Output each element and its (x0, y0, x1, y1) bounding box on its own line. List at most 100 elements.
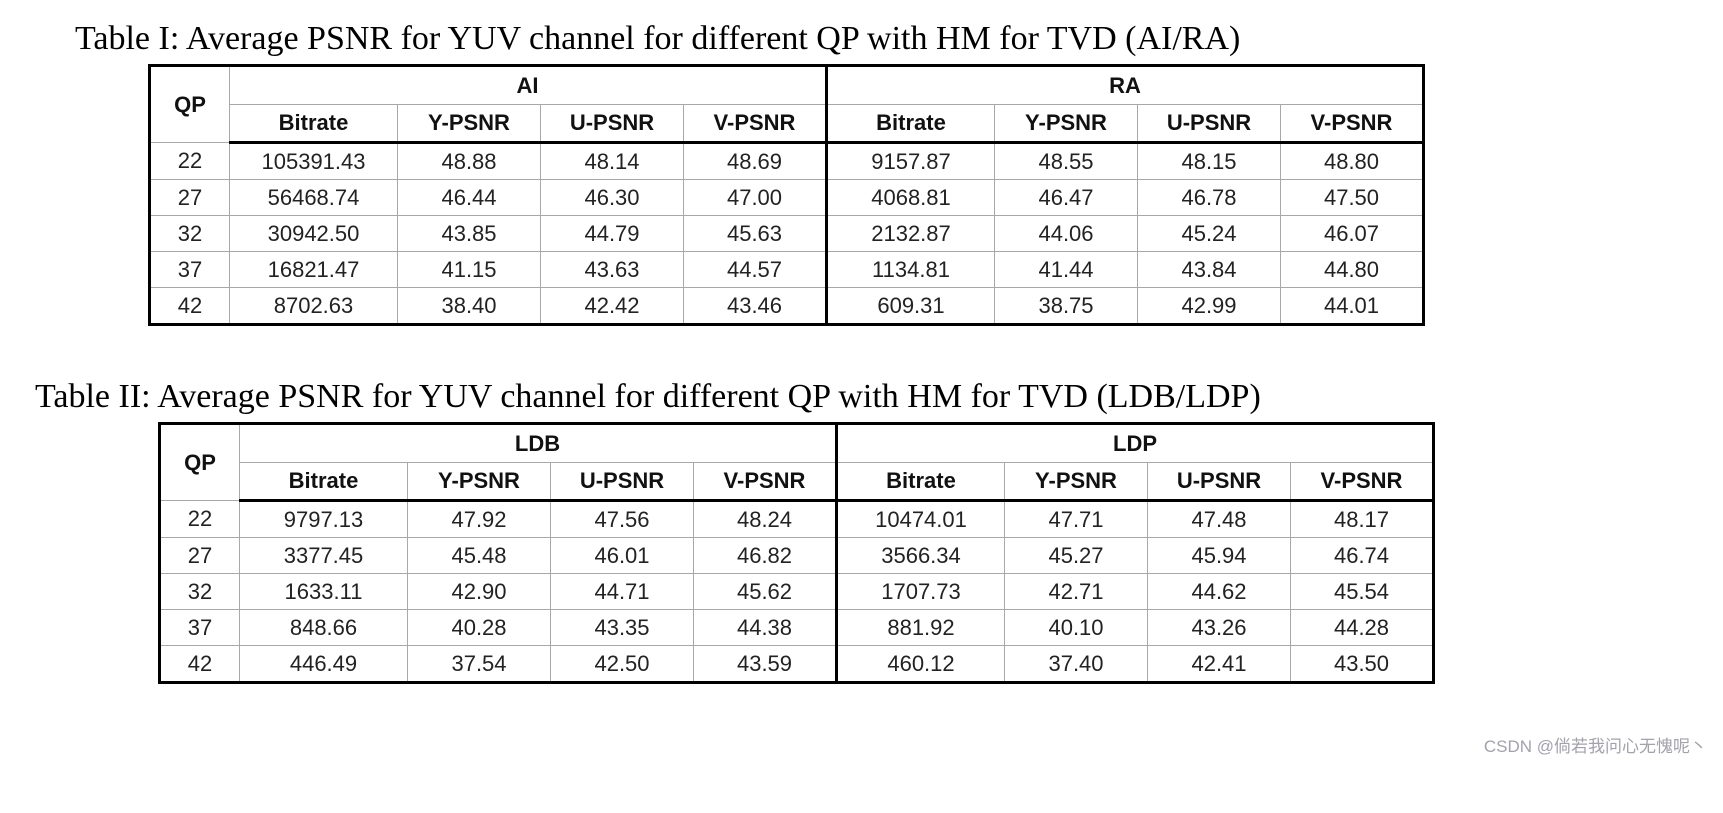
data-cell: 446.49 (239, 645, 408, 683)
data-cell: 44.38 (693, 609, 837, 646)
data-cell: 45.48 (407, 537, 551, 574)
data-cell: 44.57 (683, 251, 827, 288)
col-header-u-psnr: U-PSNR (1147, 462, 1291, 502)
table-row: 27 56468.74 46.44 46.30 47.00 4068.81 46.47 46.… (149, 179, 1424, 216)
data-cell: 45.27 (1004, 537, 1148, 574)
data-cell: 1707.73 (835, 573, 1005, 610)
data-cell: 48.88 (397, 142, 541, 180)
data-cell: 42.71 (1004, 573, 1148, 610)
group-header-ldp: LDP (835, 423, 1434, 463)
data-cell: 42.99 (1137, 287, 1281, 325)
data-cell: 38.75 (994, 287, 1138, 325)
group-header-row: QP LDB LDP (159, 423, 1434, 501)
table-i-title: Table I: Average PSNR for YUV channel fo… (75, 20, 1241, 57)
data-cell: 46.82 (693, 537, 837, 574)
data-cell: 43.84 (1137, 251, 1281, 288)
data-cell: 41.15 (397, 251, 541, 288)
data-cell: 47.56 (550, 500, 694, 538)
data-cell: 8702.63 (229, 287, 398, 325)
data-cell: 46.47 (994, 179, 1138, 216)
table-ii-section: Table II: Average PSNR for YUV channel f… (0, 378, 1723, 684)
data-cell: 42.90 (407, 573, 551, 610)
data-cell: 44.06 (994, 215, 1138, 252)
col-header-bitrate: Bitrate (239, 462, 408, 502)
col-header-y-psnr: Y-PSNR (1004, 462, 1148, 502)
col-header-y-psnr: Y-PSNR (994, 104, 1138, 144)
table-row: 32 1633.11 42.90 44.71 45.62 1707.73 42.71 44.6… (159, 573, 1434, 610)
data-cell: 42.50 (550, 645, 694, 683)
col-header-v-psnr: V-PSNR (683, 104, 827, 144)
data-cell: 46.30 (540, 179, 684, 216)
column-header-row: Bitrate Y-PSNR U-PSNR V-PSNR Bitrate Y-P… (160, 462, 1434, 502)
data-cell: 3377.45 (239, 537, 408, 574)
data-cell: 45.24 (1137, 215, 1281, 252)
table-row: 37 848.66 40.28 43.35 44.38 881.92 40.10 43.26 4… (159, 609, 1434, 646)
group-header-ldb: LDB (239, 423, 837, 463)
data-cell: 40.10 (1004, 609, 1148, 646)
data-cell: 37.40 (1004, 645, 1148, 683)
qp-column-header: QP (159, 423, 240, 501)
data-cell: 56468.74 (229, 179, 398, 216)
data-cell: 43.46 (683, 287, 827, 325)
data-cell: 43.50 (1290, 645, 1434, 683)
table-row: 42 8702.63 38.40 42.42 43.46 609.31 38.75 42.99… (149, 287, 1424, 325)
table-row: 22 105391.43 48.88 48.14 48.69 9157.87 48.55 48… (149, 142, 1424, 180)
col-header-bitrate: Bitrate (835, 462, 1005, 502)
qp-value-cell: 27 (159, 537, 240, 574)
qp-value-cell: 32 (149, 215, 230, 252)
data-cell: 48.80 (1280, 142, 1424, 180)
data-cell: 2132.87 (825, 215, 995, 252)
col-header-y-psnr: Y-PSNR (407, 462, 551, 502)
data-cell: 44.62 (1147, 573, 1291, 610)
qp-value-cell: 42 (159, 645, 240, 683)
qp-value-cell: 27 (149, 179, 230, 216)
data-cell: 37.54 (407, 645, 551, 683)
data-cell: 44.28 (1290, 609, 1434, 646)
column-header-row: Bitrate Y-PSNR U-PSNR V-PSNR Bitrate Y-P… (150, 104, 1424, 144)
data-cell: 45.63 (683, 215, 827, 252)
data-cell: 43.59 (693, 645, 837, 683)
data-cell: 45.54 (1290, 573, 1434, 610)
data-cell: 44.01 (1280, 287, 1424, 325)
data-cell: 42.42 (540, 287, 684, 325)
col-header-bitrate: Bitrate (229, 104, 398, 144)
data-cell: 48.15 (1137, 142, 1281, 180)
table-ii: QP LDB LDP Bitrate Y-PSNR U-PSNR V-PSNR … (158, 422, 1435, 684)
table-row: 22 9797.13 47.92 47.56 48.24 10474.01 47.71 47.… (159, 500, 1434, 538)
data-cell: 881.92 (835, 609, 1005, 646)
col-header-y-psnr: Y-PSNR (397, 104, 541, 144)
data-cell: 42.41 (1147, 645, 1291, 683)
data-cell: 45.94 (1147, 537, 1291, 574)
col-header-v-psnr: V-PSNR (693, 462, 837, 502)
data-cell: 9797.13 (239, 500, 408, 538)
data-cell: 38.40 (397, 287, 541, 325)
data-cell: 48.55 (994, 142, 1138, 180)
qp-value-cell: 42 (149, 287, 230, 325)
qp-value-cell: 32 (159, 573, 240, 610)
data-cell: 47.92 (407, 500, 551, 538)
data-cell: 44.80 (1280, 251, 1424, 288)
table-ii-title: Table II: Average PSNR for YUV channel f… (35, 378, 1261, 415)
data-cell: 46.01 (550, 537, 694, 574)
data-cell: 4068.81 (825, 179, 995, 216)
data-cell: 43.85 (397, 215, 541, 252)
table-i-body: 22 105391.43 48.88 48.14 48.69 9157.87 48.55 48… (149, 142, 1424, 325)
col-header-v-psnr: V-PSNR (1290, 462, 1434, 502)
group-header-ai: AI (229, 65, 827, 105)
data-cell: 45.62 (693, 573, 837, 610)
table-row: 32 30942.50 43.85 44.79 45.63 2132.87 44.06 45.… (149, 215, 1424, 252)
data-cell: 30942.50 (229, 215, 398, 252)
qp-column-header: QP (149, 65, 230, 143)
data-cell: 1633.11 (239, 573, 408, 610)
qp-value-cell: 37 (149, 251, 230, 288)
data-cell: 1134.81 (825, 251, 995, 288)
table-row: 42 446.49 37.54 42.50 43.59 460.12 37.40 42.41 4… (159, 645, 1434, 683)
data-cell: 105391.43 (229, 142, 398, 180)
col-header-u-psnr: U-PSNR (1137, 104, 1281, 144)
data-cell: 9157.87 (825, 142, 995, 180)
qp-value-cell: 22 (159, 500, 240, 538)
data-cell: 609.31 (825, 287, 995, 325)
data-cell: 16821.47 (229, 251, 398, 288)
col-header-bitrate: Bitrate (825, 104, 995, 144)
data-cell: 47.48 (1147, 500, 1291, 538)
